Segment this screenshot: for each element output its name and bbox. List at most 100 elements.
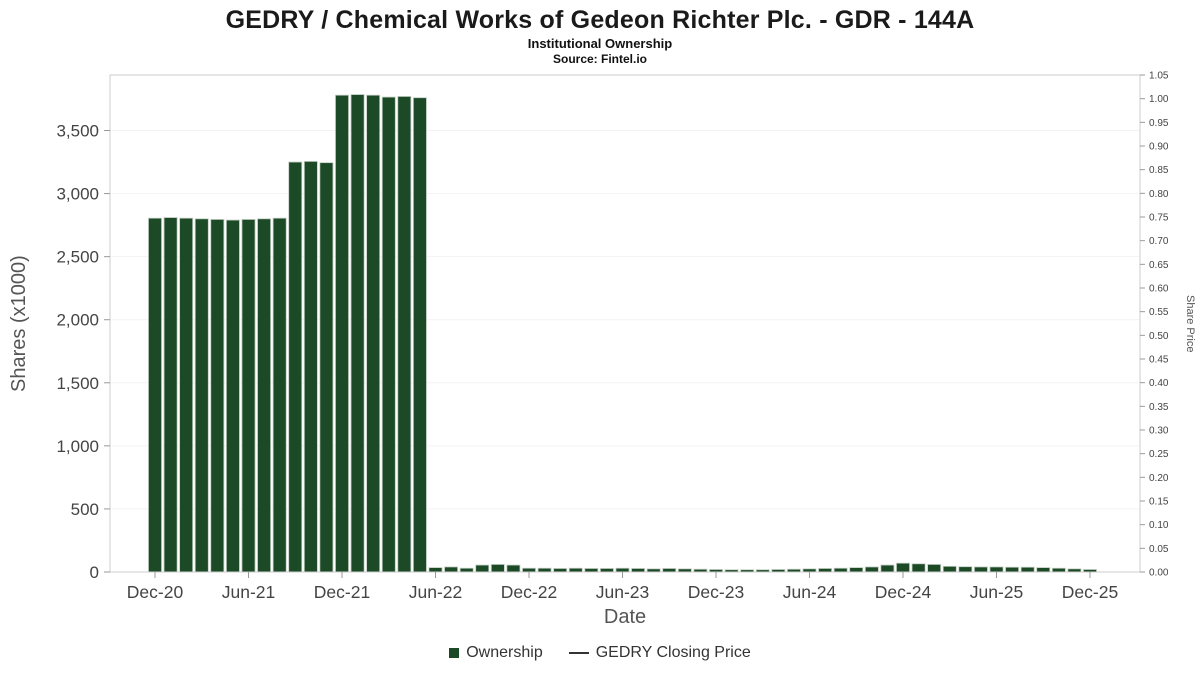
- ownership-bar: [599, 568, 614, 573]
- legend-ownership-label: Ownership: [466, 644, 543, 661]
- ownership-bar: [896, 562, 910, 573]
- ownership-bar: [225, 219, 240, 573]
- y-right-tick-label: 0.60: [1149, 284, 1169, 295]
- y-right-tick-label: 0.75: [1149, 213, 1169, 224]
- ownership-bar: [849, 567, 864, 573]
- x-tick-label: Dec-21: [314, 582, 370, 602]
- y-right-tick-label: 0.35: [1149, 402, 1169, 413]
- x-tick-label: Jun-22: [409, 582, 463, 602]
- chart-source: Source: Fintel.io: [552, 52, 647, 66]
- x-tick-label: Dec-23: [688, 582, 744, 602]
- ownership-bar: [257, 218, 272, 573]
- x-tick-label: Jun-21: [222, 582, 276, 602]
- ownership-bar: [584, 568, 599, 573]
- x-tick-label: Dec-25: [1062, 582, 1118, 602]
- y-axis-right-title: Share Price: [1184, 294, 1196, 353]
- ownership-bar: [522, 567, 536, 573]
- y-right-tick-label: 1.00: [1149, 94, 1169, 105]
- ownership-bar: [927, 564, 942, 573]
- ownership-bar: [179, 217, 194, 573]
- ownership-bar: [662, 568, 677, 573]
- chart-title: GEDRY / Chemical Works of Gedeon Richter…: [225, 6, 975, 34]
- ownership-bar: [163, 217, 178, 573]
- ownership-bar: [428, 567, 443, 573]
- legend-item-price[interactable]: GEDRY Closing Price: [568, 644, 751, 662]
- ownership-bar: [148, 217, 162, 573]
- y-left-tick-label: 1,500: [56, 374, 99, 393]
- price-line-icon: [568, 651, 589, 655]
- ownership-bar: [350, 94, 365, 573]
- legend-price-label: GEDRY Closing Price: [595, 644, 751, 661]
- ownership-bar: [568, 567, 583, 573]
- y-right-tick-label: 0.25: [1149, 449, 1169, 460]
- ownership-bar: [1005, 566, 1020, 573]
- y-axis-left-title: Shares (x1000): [8, 255, 30, 392]
- ownership-bar: [833, 567, 848, 573]
- y-right-tick-label: 1.05: [1149, 71, 1169, 82]
- y-left-tick-label: 500: [71, 500, 99, 519]
- y-right-tick-label: 0.05: [1149, 544, 1169, 555]
- y-right-tick-label: 0.65: [1149, 260, 1169, 271]
- y-right-tick-label: 0.80: [1149, 189, 1169, 200]
- ownership-bar: [272, 217, 287, 573]
- ownership-bar: [631, 568, 646, 573]
- y-left-tick-label: 1,000: [56, 437, 99, 456]
- legend: Ownership GEDRY Closing Price: [0, 644, 1200, 662]
- y-right-tick-label: 0.95: [1149, 118, 1169, 129]
- ownership-bar: [973, 566, 988, 573]
- ownership-bar: [288, 161, 303, 573]
- y-right-tick-label: 0.45: [1149, 355, 1169, 366]
- ownership-bar: [1020, 566, 1035, 573]
- x-tick-label: Jun-25: [970, 582, 1024, 602]
- ownership-bar: [989, 566, 1004, 573]
- chart-subtitle: Institutional Ownership: [527, 36, 673, 51]
- ownership-bar: [366, 94, 381, 573]
- ownership-bar: [412, 97, 427, 573]
- y-right-tick-label: 0.90: [1149, 142, 1169, 153]
- ownership-bar: [490, 564, 505, 573]
- y-right-tick-label: 0.30: [1149, 426, 1169, 437]
- ownership-bar: [303, 161, 318, 573]
- ownership-swatch-icon: [449, 648, 460, 658]
- y-right-tick-label: 0.70: [1149, 236, 1169, 247]
- x-tick-label: Dec-20: [127, 582, 184, 602]
- x-tick-label: Jun-23: [596, 582, 650, 602]
- y-right-tick-label: 0.50: [1149, 331, 1169, 342]
- ownership-bar: [194, 218, 209, 573]
- x-tick-label: Dec-22: [501, 582, 557, 602]
- y-right-tick-label: 0.00: [1149, 568, 1169, 579]
- y-right-tick-label: 0.10: [1149, 520, 1169, 531]
- ownership-bar: [506, 564, 521, 573]
- ownership-bar: [397, 96, 412, 573]
- ownership-bar: [1036, 567, 1051, 573]
- ownership-bar: [615, 567, 630, 573]
- legend-item-ownership[interactable]: Ownership: [449, 644, 543, 662]
- ownership-bar: [958, 566, 973, 573]
- y-left-tick-label: 2,500: [56, 248, 99, 267]
- ownership-bar: [210, 219, 225, 573]
- y-right-tick-label: 0.20: [1149, 473, 1169, 484]
- ownership-bar: [911, 563, 926, 573]
- ownership-bar: [880, 564, 895, 573]
- ownership-bar: [444, 566, 459, 573]
- ownership-bar: [241, 219, 256, 573]
- ownership-bar: [459, 567, 474, 573]
- ownership-bar: [864, 566, 879, 573]
- x-axis-title: Date: [603, 606, 647, 628]
- ownership-bar: [319, 162, 334, 573]
- plot-border: [109, 74, 1141, 573]
- ownership-bar: [1051, 567, 1066, 573]
- ownership-bar: [335, 94, 349, 573]
- ownership-bar: [537, 567, 552, 573]
- y-left-tick-label: 3,500: [56, 122, 99, 141]
- y-left-tick-label: 0: [90, 563, 99, 582]
- ownership-bar: [942, 565, 957, 573]
- x-tick-label: Jun-24: [783, 582, 837, 602]
- y-left-tick-label: 3,000: [56, 185, 99, 204]
- y-right-tick-label: 0.40: [1149, 378, 1169, 389]
- ownership-bar: [475, 564, 490, 573]
- y-right-tick-label: 0.15: [1149, 497, 1169, 508]
- x-tick-label: Dec-24: [875, 582, 932, 602]
